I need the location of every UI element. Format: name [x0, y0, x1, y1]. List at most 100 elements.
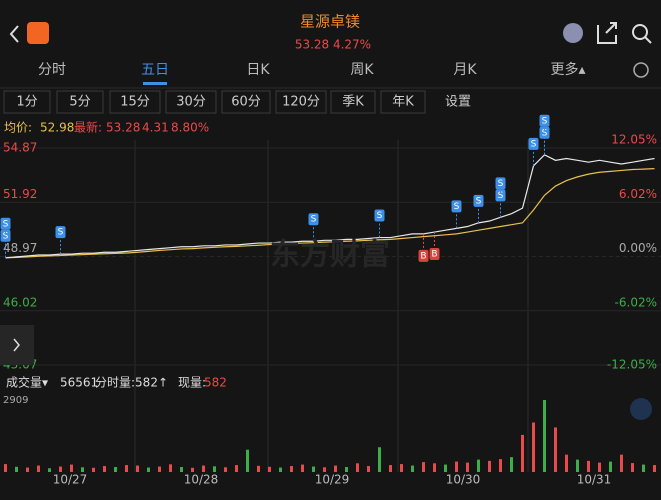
volume-bar	[26, 467, 29, 472]
y2-tick-label: -6.02%	[615, 295, 657, 309]
pct: 8.80%	[171, 121, 209, 135]
volume-bar	[37, 465, 40, 472]
signal-label: S	[58, 228, 64, 238]
signal-box	[308, 213, 319, 226]
interval-button[interactable]	[330, 90, 376, 114]
x-tick-label: 10/30	[446, 473, 481, 487]
interval-label[interactable]: 设置	[445, 95, 471, 110]
interval-label: 120分	[282, 95, 320, 110]
volume-bar	[257, 465, 260, 472]
now-label: 现量:	[178, 376, 206, 390]
volume-bar	[565, 454, 568, 472]
tab[interactable]: 日K	[246, 62, 270, 78]
expand-button[interactable]	[0, 325, 34, 365]
volume-bar	[191, 467, 194, 472]
volume-bar	[235, 465, 238, 472]
volume-bar	[103, 466, 106, 472]
volume-bar	[510, 457, 513, 472]
volume-label[interactable]: 成交量▾	[6, 375, 48, 390]
y-tick-label: 54.87	[3, 141, 37, 155]
avatar-icon[interactable]	[563, 23, 583, 43]
volume-bar	[466, 462, 469, 472]
signal-label: B	[431, 250, 437, 260]
x-tick-label: 10/31	[577, 473, 612, 487]
signal-label: S	[454, 202, 460, 212]
logo	[27, 22, 49, 44]
interval-button[interactable]	[380, 90, 426, 114]
zoom-button[interactable]	[630, 398, 652, 420]
signal-box	[429, 248, 440, 261]
volume-bar	[136, 465, 139, 472]
signal-box	[451, 200, 462, 213]
volume-bar	[59, 466, 62, 472]
interval-label: 30分	[176, 95, 206, 110]
signal-box	[0, 217, 11, 230]
watermark: 东方财富	[270, 238, 390, 273]
tab[interactable]: 更多▴	[550, 61, 585, 78]
volume-bar	[279, 467, 282, 472]
signal-label: S	[498, 179, 504, 189]
volume-bar	[422, 462, 425, 472]
volume-bar	[301, 464, 304, 472]
signal-box	[418, 249, 429, 262]
signal-box	[528, 137, 539, 150]
volume-bar	[631, 463, 634, 472]
tab[interactable]: 五日	[141, 62, 169, 78]
now-volume: 582	[204, 376, 227, 390]
tab[interactable]: 分时	[38, 62, 66, 78]
volume-bar	[444, 464, 447, 472]
volume-bar	[620, 454, 623, 472]
volume-bar	[433, 463, 436, 472]
volume-bar	[48, 468, 51, 472]
title: 星源卓镁	[300, 13, 360, 31]
back-button[interactable]	[9, 25, 19, 43]
signal-box	[473, 194, 484, 207]
volume-bar	[125, 465, 128, 472]
y2-tick-label: -12.05%	[607, 358, 657, 372]
volume-bar	[224, 467, 227, 472]
chg: 4.31	[142, 121, 169, 135]
volume-bar	[642, 464, 645, 472]
interval-button[interactable]	[109, 90, 161, 114]
avg: 52.98	[40, 121, 74, 135]
volume-bar	[367, 466, 370, 472]
volume-bar	[246, 449, 249, 472]
y-tick-label: 48.97	[3, 241, 37, 255]
volume-bar	[268, 466, 271, 472]
volume-bar	[400, 464, 403, 472]
volume-bar	[169, 464, 172, 472]
interval-button[interactable]	[3, 90, 51, 114]
volume-bar	[345, 467, 348, 472]
expand-icon	[13, 338, 20, 352]
volume-bar	[411, 465, 414, 472]
volume-bar	[114, 467, 117, 472]
search-icon[interactable]	[632, 24, 648, 40]
volume-bar	[653, 465, 656, 472]
share-icon[interactable]	[597, 22, 617, 44]
tab[interactable]: 周K	[350, 62, 374, 78]
interval-button[interactable]	[275, 90, 327, 114]
tab[interactable]: 月K	[453, 62, 477, 78]
last: 53.28	[106, 121, 140, 135]
volume-bar	[499, 459, 502, 472]
volume-bar	[70, 464, 73, 472]
volume-bar	[378, 447, 381, 472]
signal-box	[374, 209, 385, 222]
signal-box	[55, 226, 66, 239]
interval-button[interactable]	[221, 90, 271, 114]
volume-bar	[455, 461, 458, 472]
price-line	[5, 167, 655, 259]
volume-bar	[334, 465, 337, 472]
interval-button[interactable]	[56, 90, 104, 114]
volume-bar	[543, 400, 546, 472]
volume-bar	[81, 467, 84, 472]
interval-button[interactable]	[165, 90, 217, 114]
volume-bar	[323, 467, 326, 472]
volume-bar	[290, 466, 293, 472]
y2-tick-label: 6.02%	[619, 187, 657, 201]
volume-bar	[554, 427, 557, 472]
volume-bar	[389, 465, 392, 472]
settings-icon[interactable]	[633, 62, 649, 78]
